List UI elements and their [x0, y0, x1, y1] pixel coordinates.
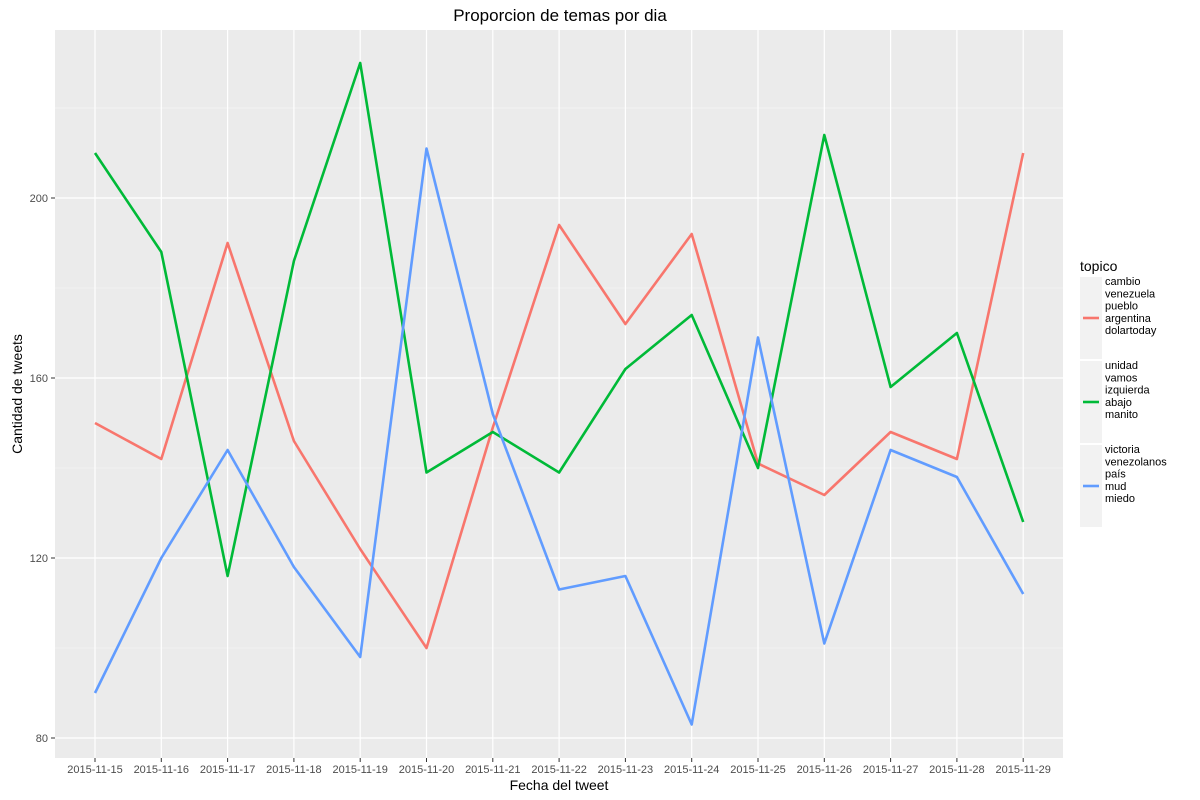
x-tick-label: 2015-11-28: [929, 764, 984, 776]
x-axis-title: Fecha del tweet: [510, 777, 609, 793]
series-lines: [93, 61, 1025, 726]
series-line-2: [93, 61, 1025, 578]
x-tick-label: 2015-11-15: [67, 764, 122, 776]
legend-label: miedo: [1105, 493, 1135, 505]
legend-label: manito: [1105, 409, 1138, 421]
legend-label: argentina: [1105, 313, 1152, 325]
legend-label: pueblo: [1105, 301, 1138, 313]
x-tick-label: 2015-11-25: [730, 764, 785, 776]
y-axis-title: Cantidad de tweets: [9, 334, 25, 454]
series-line-1: [94, 152, 1025, 650]
legend-label: dolartoday: [1105, 325, 1157, 337]
x-tick-label: 2015-11-22: [531, 764, 586, 776]
x-tick-label: 2015-11-16: [134, 764, 189, 776]
y-axis: 80 120 160 200: [30, 193, 55, 745]
major-gridlines: [55, 30, 1063, 758]
legend-label: mud: [1105, 481, 1126, 493]
x-tick-label: 2015-11-17: [200, 764, 255, 776]
x-tick-label: 2015-11-23: [598, 764, 653, 776]
y-tick-label: 120: [30, 553, 48, 565]
y-tick-label: 200: [30, 193, 48, 205]
x-tick-label: 2015-11-29: [995, 764, 1050, 776]
legend-label: venezolanos: [1105, 456, 1167, 468]
legend-label: venezuela: [1105, 288, 1156, 300]
series-line-3: [93, 147, 1025, 726]
legend-label: país: [1105, 469, 1126, 481]
legend-label: cambio: [1105, 276, 1140, 288]
legend: topico cambiovenezuelapuebloargentinadol…: [1080, 258, 1167, 527]
legend-label: izquierda: [1105, 385, 1151, 397]
x-axis: 2015-11-15 2015-11-16 2015-11-17 2015-11-18…: [67, 758, 1051, 776]
legend-title: topico: [1080, 258, 1118, 274]
x-tick-label: 2015-11-21: [465, 764, 520, 776]
x-tick-label: 2015-11-20: [399, 764, 454, 776]
y-tick-label: 80: [36, 733, 48, 745]
chart-title: Proporcion de temas por dia: [453, 6, 667, 25]
legend-label: abajo: [1105, 397, 1132, 409]
legend-label: vamos: [1105, 372, 1138, 384]
x-tick-label: 2015-11-26: [797, 764, 852, 776]
legend-label: unidad: [1105, 360, 1138, 372]
x-tick-label: 2015-11-27: [863, 764, 918, 776]
x-tick-label: 2015-11-19: [332, 764, 387, 776]
x-tick-label: 2015-11-24: [664, 764, 719, 776]
legend-label: victoria: [1105, 444, 1141, 456]
x-tick-label: 2015-11-18: [266, 764, 321, 776]
y-tick-label: 160: [30, 373, 48, 385]
